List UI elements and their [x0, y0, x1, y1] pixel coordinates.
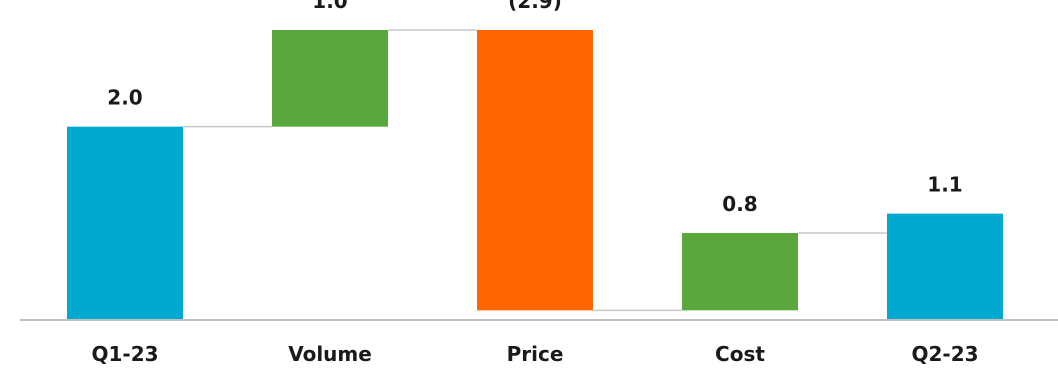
- data-label: 1.1: [927, 173, 962, 197]
- data-label: 1.0: [312, 0, 347, 13]
- category-label-group: Q1-23 Volume Price Cost Q2-23: [91, 342, 978, 366]
- data-label-group: 2.0 1.0 (2.9) 0.8 1.1: [107, 0, 962, 216]
- category-label: Cost: [715, 342, 765, 366]
- bar-price: [477, 30, 593, 311]
- bar-volume: [272, 30, 388, 127]
- connector-lines: [183, 29, 887, 312]
- data-label: 2.0: [107, 86, 142, 110]
- bar-group: [67, 30, 1003, 321]
- category-label: Price: [507, 342, 564, 366]
- category-label: Q2-23: [911, 342, 978, 366]
- data-label: 0.8: [722, 192, 757, 216]
- bar-q2-23: [887, 213, 1003, 320]
- category-label: Q1-23: [91, 342, 158, 366]
- data-label: (2.9): [508, 0, 562, 13]
- bar-cost: [682, 233, 798, 311]
- bar-q1-23: [67, 126, 183, 321]
- category-label: Volume: [288, 342, 372, 366]
